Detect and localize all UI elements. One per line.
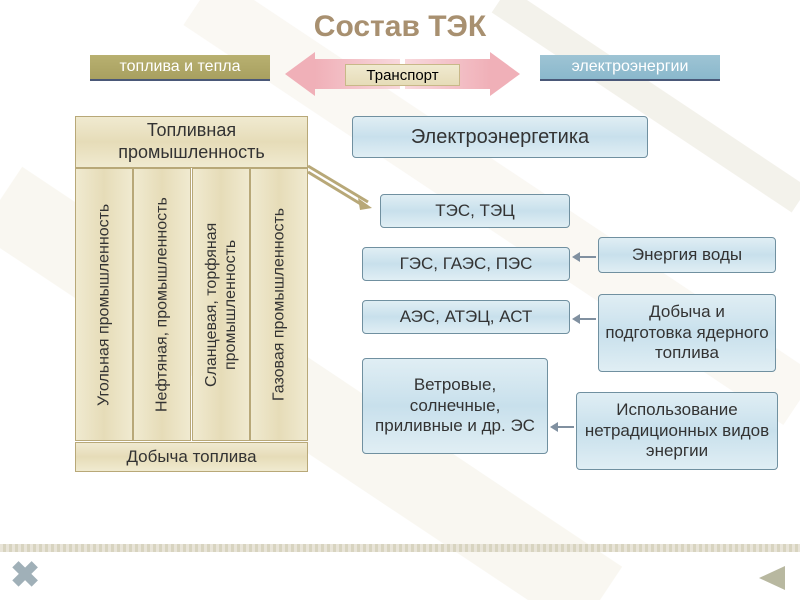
item-wind-solar: Ветровые, солнечные, приливные и др. ЭС xyxy=(362,358,548,454)
close-icon[interactable]: ✖ xyxy=(10,554,46,590)
pill-electricity: электроэнергии xyxy=(540,55,720,81)
col-oil: Нефтяная, промышленность xyxy=(133,168,191,441)
pill-fuel-heat: топлива и тепла xyxy=(90,55,270,81)
fuel-industry-header: Топливная промышленность xyxy=(75,116,308,168)
item-ges: ГЭС, ГАЭС, ПЭС xyxy=(362,247,570,281)
back-icon[interactable] xyxy=(759,566,785,590)
arrow-fuel-to-tes xyxy=(300,158,380,218)
transport-arrow: Транспорт xyxy=(285,52,520,96)
source-water: Энергия воды xyxy=(598,237,776,273)
arrow-nuclear xyxy=(570,310,598,328)
footer-divider xyxy=(0,544,800,552)
source-alt: Использование нетрадиционных видов энерг… xyxy=(576,392,778,470)
fuel-extraction-footer: Добыча топлива xyxy=(75,442,308,472)
col-coal: Угольная промышленность xyxy=(75,168,133,441)
arrow-water xyxy=(570,248,598,266)
page-title: Состав ТЭК xyxy=(0,10,800,44)
transport-label: Транспорт xyxy=(345,64,460,86)
arrow-right-head xyxy=(490,52,520,96)
source-nuclear: Добыча и подготовка ядерного топлива xyxy=(598,294,776,372)
item-tes-tec: ТЭС, ТЭЦ xyxy=(380,194,570,228)
arrow-left-head xyxy=(285,52,315,96)
item-aes: АЭС, АТЭЦ, АСТ xyxy=(362,300,570,334)
electro-header: Электроэнергетика xyxy=(352,116,648,158)
arrow-alt xyxy=(548,418,576,436)
col-shale-peat: Сланцевая, торфяная промышленность xyxy=(192,168,250,441)
